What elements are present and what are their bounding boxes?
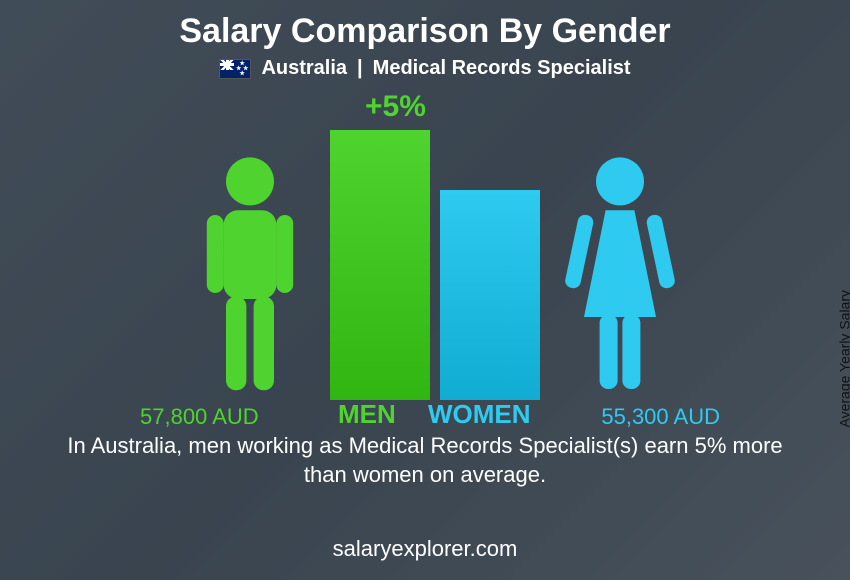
women-gender-label: WOMEN [428, 399, 531, 430]
men-salary-label: 57,800 AUD [140, 404, 259, 430]
page-title: Salary Comparison By Gender [0, 0, 850, 51]
difference-label: +5% [365, 90, 426, 124]
female-icon [560, 150, 680, 400]
country-label: Australia [261, 57, 347, 80]
women-bar [440, 190, 540, 400]
footer-link[interactable]: salaryexplorer.com [0, 536, 850, 562]
men-gender-label: MEN [338, 399, 396, 430]
axis-label: Average Yearly Salary [836, 290, 850, 428]
flag-icon: ★★ ★★ [219, 59, 251, 79]
men-bar [330, 130, 430, 400]
separator: | [357, 57, 363, 80]
male-icon [190, 150, 310, 400]
description-text: In Australia, men working as Medical Rec… [50, 431, 800, 490]
women-salary-label: 55,300 AUD [601, 404, 720, 430]
chart-area: +5% 57,800 AUD MEN WOMEN 55,300 AUD [120, 90, 730, 430]
subtitle: ★★ ★★ Australia | Medical Records Specia… [0, 57, 850, 80]
job-label: Medical Records Specialist [373, 57, 631, 80]
